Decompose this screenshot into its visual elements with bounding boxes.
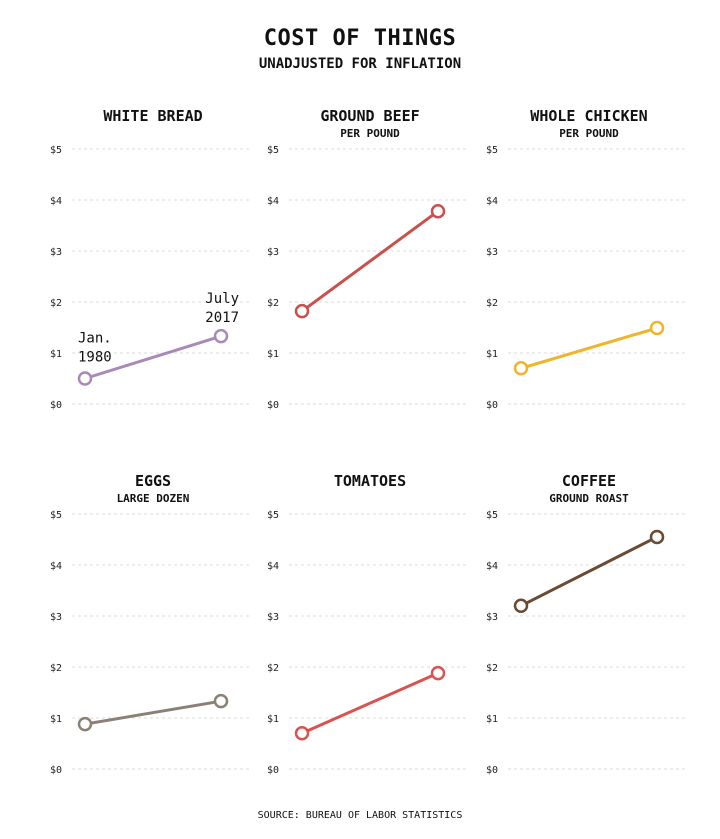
source-note: SOURCE: BUREAU OF LABOR STATISTICS — [257, 810, 463, 821]
panel-subtitle: PER POUND — [340, 127, 400, 140]
data-point — [294, 303, 310, 319]
series-line — [520, 535, 658, 608]
panel-title: COFFEE — [562, 472, 616, 490]
y-tick-label: $1 — [50, 349, 62, 360]
y-tick-label: $4 — [50, 196, 62, 207]
data-point — [430, 203, 446, 219]
series-line — [301, 210, 439, 313]
y-tick-label: $4 — [267, 196, 279, 207]
y-tick-label: $1 — [486, 349, 498, 360]
data-point — [213, 328, 229, 344]
small-multiples-chart: WHITE BREAD $0 $1 $2 $3 $4 $5 Jan. 1980 July 2017 G… — [50, 107, 686, 776]
annotation-start: 1980 — [78, 350, 112, 366]
y-tick-label: $5 — [486, 145, 498, 156]
y-tick-label: $1 — [486, 714, 498, 725]
chart-panel: COFFEE GROUND ROAST $0 $1 $2 $3 $4 $5 — [486, 472, 686, 776]
y-tick-label: $5 — [50, 510, 62, 521]
y-tick-label: $0 — [50, 765, 62, 776]
y-tick-label: $5 — [50, 145, 62, 156]
series-line — [84, 334, 222, 380]
chart-panel: TOMATOES $0 $1 $2 $3 $4 $5 — [267, 472, 467, 776]
y-tick-label: $2 — [486, 298, 498, 309]
data-point — [513, 361, 529, 376]
y-tick-label: $2 — [50, 663, 62, 674]
y-tick-label: $3 — [267, 247, 279, 258]
y-tick-label: $1 — [267, 714, 279, 725]
y-tick-label: $0 — [267, 400, 279, 411]
y-tick-label: $4 — [50, 561, 62, 572]
y-tick-label: $3 — [486, 612, 498, 623]
y-tick-label: $2 — [267, 298, 279, 309]
series-line — [84, 699, 222, 726]
y-tick-label: $3 — [267, 612, 279, 623]
chart-panel: EGGS LARGE DOZEN $0 $1 $2 $3 $4 $5 — [50, 472, 250, 776]
chart-panel: WHITE BREAD $0 $1 $2 $3 $4 $5 Jan. 1980 July 2017 — [50, 107, 250, 411]
y-tick-label: $1 — [50, 714, 62, 725]
panel-title: GROUND BEEF — [320, 107, 419, 125]
y-tick-label: $0 — [486, 765, 498, 776]
series-line — [301, 671, 439, 735]
y-tick-label: $2 — [50, 298, 62, 309]
y-tick-label: $0 — [267, 765, 279, 776]
annotation-end: 2017 — [205, 310, 239, 326]
panel-title: TOMATOES — [334, 472, 406, 490]
data-point — [77, 716, 93, 732]
page-subtitle: UNADJUSTED FOR INFLATION — [258, 56, 462, 72]
y-tick-label: $5 — [486, 510, 498, 521]
panel-title: WHOLE CHICKEN — [530, 107, 647, 125]
data-point — [294, 726, 310, 741]
y-tick-label: $1 — [267, 349, 279, 360]
y-tick-label: $3 — [50, 247, 62, 258]
page-title: COST OF THINGS — [263, 26, 457, 51]
panel-subtitle: LARGE DOZEN — [117, 492, 190, 505]
data-point — [77, 371, 93, 386]
y-tick-label: $0 — [486, 400, 498, 411]
data-point — [649, 529, 665, 545]
y-tick-label: $3 — [486, 247, 498, 258]
series-line — [520, 326, 658, 370]
y-tick-label: $2 — [486, 663, 498, 674]
panel-title: WHITE BREAD — [103, 107, 202, 125]
y-tick-label: $3 — [50, 612, 62, 623]
annotation-start: Jan. — [78, 331, 112, 347]
panel-title: EGGS — [135, 472, 171, 490]
panel-subtitle: PER POUND — [559, 127, 619, 140]
data-point — [513, 598, 529, 614]
y-tick-label: $5 — [267, 510, 279, 521]
y-tick-label: $5 — [267, 145, 279, 156]
data-point — [213, 693, 229, 709]
data-point — [430, 665, 446, 681]
y-tick-label: $4 — [267, 561, 279, 572]
annotation-end: July — [205, 291, 239, 307]
y-tick-label: $4 — [486, 561, 498, 572]
y-tick-label: $2 — [267, 663, 279, 674]
data-point — [649, 320, 665, 336]
y-tick-label: $0 — [50, 400, 62, 411]
chart-panel: GROUND BEEF PER POUND $0 $1 $2 $3 $4 $5 — [267, 107, 467, 411]
panel-subtitle: GROUND ROAST — [549, 492, 629, 505]
chart-panel: WHOLE CHICKEN PER POUND $0 $1 $2 $3 $4 $5 — [486, 107, 686, 411]
y-tick-label: $4 — [486, 196, 498, 207]
